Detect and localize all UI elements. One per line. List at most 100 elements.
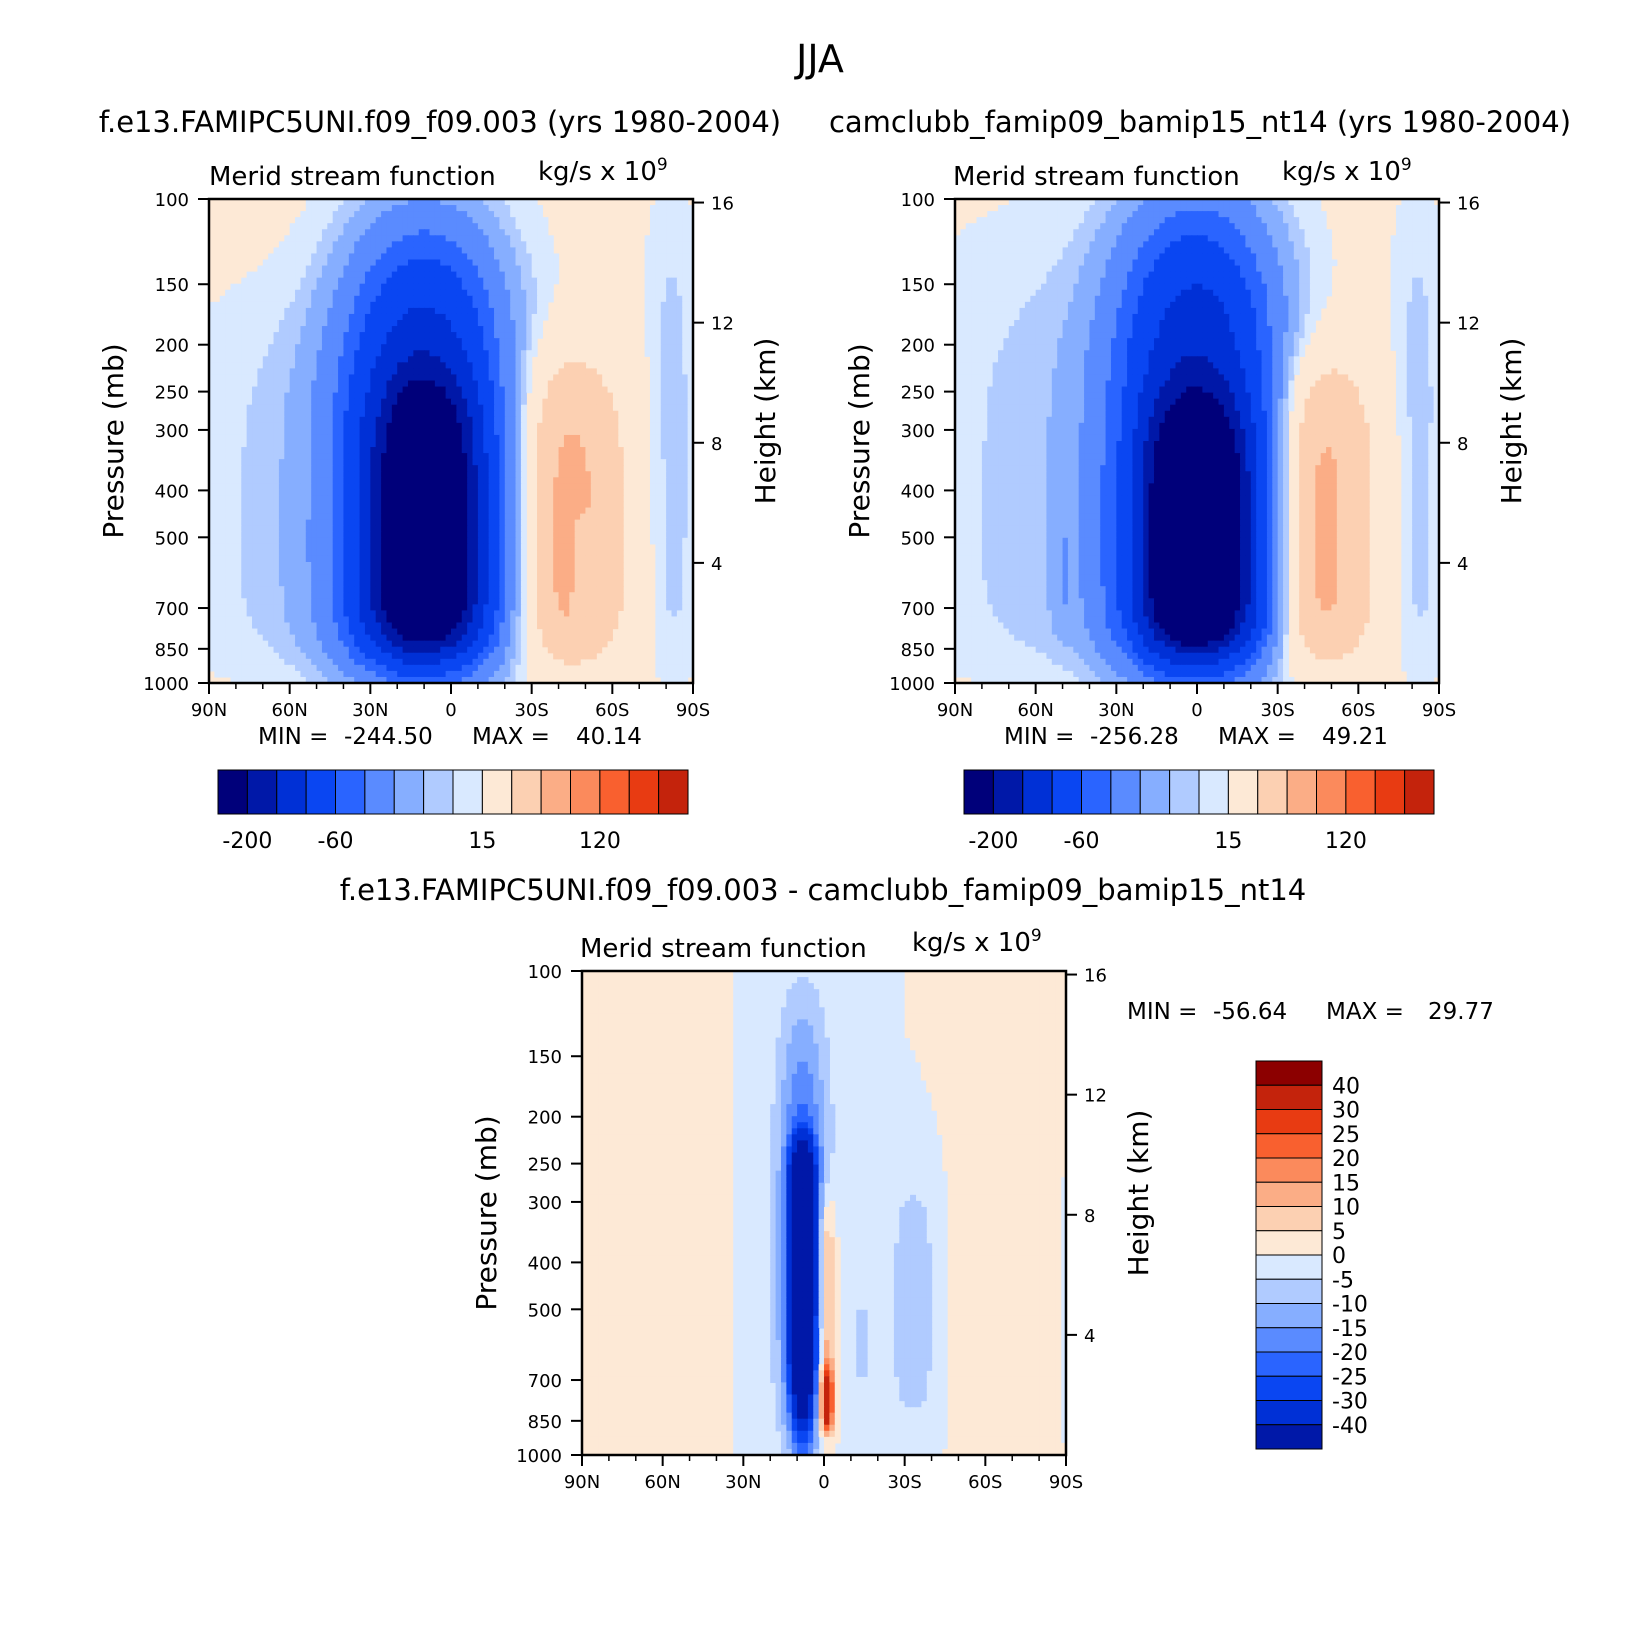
y2-tick-label: 8 (711, 434, 722, 455)
y-tick-label: 500 (901, 528, 935, 549)
colorbar-swatch (1255, 1181, 1323, 1207)
panel-diff: f.e13.FAMIPC5UNI.f09_f09.003 - camclubb_… (340, 873, 1494, 1493)
y-tick-label: 200 (901, 336, 935, 357)
y-tick-label: 400 (901, 481, 935, 502)
colorbar-swatch (1255, 1206, 1323, 1232)
y-tick-label: 850 (528, 1412, 562, 1433)
x-tick-label: 30N (1098, 700, 1134, 721)
y-tick-label: 200 (155, 336, 189, 357)
left-units: kg/s x 109 (538, 155, 668, 187)
y-tick-label: 400 (155, 481, 189, 502)
colorbar-swatch (1255, 1424, 1323, 1450)
right-plot: 100 150 200 250 300 400 500 700 850 1000 4 8 12 16 90N… (843, 190, 1528, 721)
diff-min-value: -56.64 (1213, 999, 1287, 1025)
colorbar-label: 120 (1325, 829, 1367, 854)
colorbar-label: -25 (1332, 1365, 1368, 1390)
colorbar-swatch (1255, 1278, 1323, 1304)
x-tick-label: 60S (595, 700, 629, 721)
y-axis-label: Pressure (mb) (97, 343, 130, 538)
y-tick-label: 1000 (143, 674, 189, 695)
x-tick-label: 30S (514, 700, 548, 721)
colorbar-swatch (1255, 1351, 1323, 1377)
colorbar-swatch (1255, 1327, 1323, 1353)
colorbar-swatch (1110, 769, 1141, 815)
x-tick-label: 0 (818, 1472, 829, 1493)
x-tick-label: 0 (1191, 700, 1202, 721)
y-tick-label: 700 (901, 599, 935, 620)
colorbar-swatch (599, 769, 630, 815)
x-tick-label: 30S (887, 1472, 921, 1493)
colorbar-swatch (1255, 1157, 1323, 1183)
left-max-value: 40.14 (576, 724, 642, 750)
x-tick-label: 60S (1341, 700, 1375, 721)
y-tick-label: 200 (528, 1108, 562, 1129)
colorbar-swatch (1022, 769, 1053, 815)
colorbar-swatch (1345, 769, 1376, 815)
y-tick-label: 100 (528, 962, 562, 983)
colorbar-label: 5 (1332, 1220, 1346, 1245)
colorbar-label: -40 (1332, 1414, 1368, 1439)
y2-tick-label: 4 (711, 554, 722, 575)
left-min-label: MIN = (258, 724, 328, 750)
right-max-value: 49.21 (1322, 724, 1388, 750)
colorbar-swatch (1255, 1254, 1323, 1280)
y-tick-label: 850 (155, 640, 189, 661)
x-tick-label: 90N (564, 1472, 600, 1493)
y-tick-label: 400 (528, 1253, 562, 1274)
y2-tick-label: 8 (1457, 434, 1468, 455)
colorbar-swatch (963, 769, 994, 815)
colorbar-swatch (511, 769, 542, 815)
right-min-value: -256.28 (1090, 724, 1179, 750)
colorbar-swatch (393, 769, 425, 815)
colorbar-swatch (1255, 1109, 1323, 1135)
diff-min-label: MIN = (1127, 999, 1197, 1025)
x-tick-label: 60N (271, 700, 307, 721)
colorbar-label: 20 (1332, 1147, 1360, 1172)
right-max-label: MAX = (1218, 724, 1296, 750)
y-tick-label: 1000 (889, 674, 935, 695)
y-tick-label: 250 (155, 383, 189, 404)
x-tick-label: 90N (191, 700, 227, 721)
colorbar-swatch (540, 769, 572, 815)
colorbar-swatch (1316, 769, 1347, 815)
y2-tick-label: 16 (1084, 966, 1107, 987)
y-tick-label: 700 (155, 599, 189, 620)
colorbar-swatch (658, 769, 689, 815)
y-tick-label: 100 (901, 190, 935, 211)
left-case-title: f.e13.FAMIPC5UNI.f09_f09.003 (yrs 1980-2… (99, 105, 781, 139)
x-tick-label: 90S (676, 700, 710, 721)
left-colorbar: -200 -60 15 120 (217, 769, 689, 854)
colorbar-label: 15 (1214, 829, 1242, 854)
y2-tick-label: 16 (1457, 194, 1480, 215)
y-tick-label: 250 (528, 1155, 562, 1176)
colorbar-swatch (364, 769, 395, 815)
right-min-label: MIN = (1004, 724, 1074, 750)
colorbar-label: 0 (1332, 1244, 1346, 1269)
y-tick-label: 300 (901, 421, 935, 442)
diff-case-title: f.e13.FAMIPC5UNI.f09_f09.003 - camclubb_… (340, 873, 1307, 907)
x-tick-label: 60S (968, 1472, 1002, 1493)
colorbar-swatch (1404, 769, 1435, 815)
colorbar-swatch (1255, 1303, 1323, 1329)
y-tick-label: 500 (155, 528, 189, 549)
colorbar-label: -15 (1332, 1317, 1368, 1342)
y-tick-label: 700 (528, 1371, 562, 1392)
colorbar-label: -200 (968, 829, 1018, 854)
left-max-label: MAX = (472, 724, 550, 750)
diff-variable: Merid stream function (580, 934, 867, 964)
y-axis-label: Pressure (mb) (470, 1115, 503, 1310)
x-tick-label: 30N (352, 700, 388, 721)
x-tick-label: 60N (1017, 700, 1053, 721)
colorbar-swatch (1255, 1400, 1323, 1426)
left-variable: Merid stream function (209, 162, 496, 192)
colorbar-swatch (1255, 1230, 1323, 1256)
y2-tick-label: 4 (1084, 1326, 1095, 1347)
y2-tick-label: 12 (1457, 314, 1480, 335)
colorbar-swatch (570, 769, 601, 815)
x-tick-label: 90S (1049, 1472, 1083, 1493)
colorbar-label: -30 (1332, 1390, 1368, 1415)
y2-tick-label: 12 (1084, 1086, 1107, 1107)
left-plot: 100 150 200 250 300 400 500 700 850 1000 4 8 12 16 90N… (97, 190, 782, 721)
